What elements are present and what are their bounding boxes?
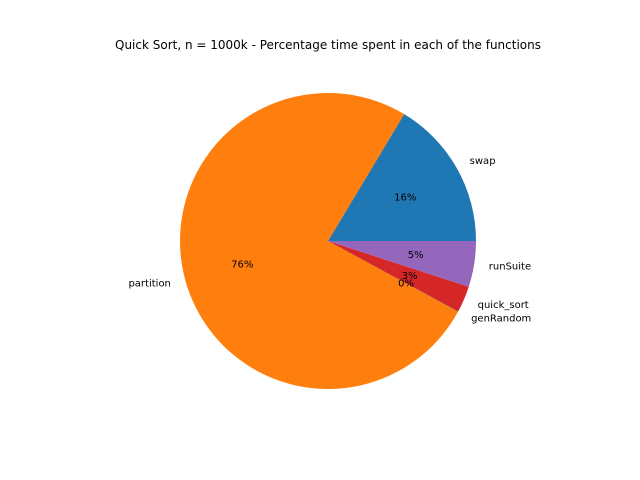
slice-percent-swap: 16%: [394, 192, 416, 203]
slice-percent-runsuite: 5%: [408, 250, 424, 261]
slice-label-genrandom: genRandom: [471, 314, 531, 325]
slice-label-quick-sort: quick_sort: [478, 300, 529, 311]
chart-title: Quick Sort, n = 1000k - Percentage time …: [115, 38, 541, 52]
pie-slice-genrandom: [328, 241, 459, 312]
pie-labels: swap 16% partition 76% genRandom 0% quick_sort…: [128, 156, 531, 325]
pie-slice-partition: [180, 93, 458, 390]
slice-percent-quick-sort: 3%: [402, 271, 418, 282]
slice-label-runsuite: runSuite: [489, 261, 531, 272]
pie-slice-swap: [328, 114, 476, 241]
pie-slice-runsuite: [328, 241, 476, 287]
slice-label-partition: partition: [128, 279, 170, 290]
slice-label-swap: swap: [470, 156, 496, 167]
slice-percent-partition: 76%: [231, 259, 253, 270]
slice-percent-genrandom: 0%: [398, 278, 414, 289]
pie-slices: [180, 93, 476, 390]
pie-slice-quick-sort: [328, 241, 469, 312]
